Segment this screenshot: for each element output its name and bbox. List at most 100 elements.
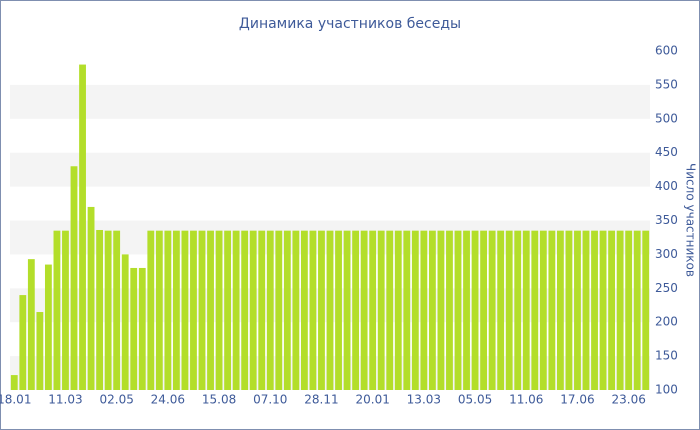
- bar: [471, 230, 479, 390]
- bar: [608, 230, 616, 390]
- bar: [616, 230, 624, 390]
- bar: [403, 230, 411, 390]
- bar: [10, 375, 18, 390]
- bar: [531, 230, 539, 390]
- bar: [207, 230, 214, 390]
- bar: [369, 230, 377, 390]
- bar: [522, 230, 530, 390]
- bar: [283, 230, 291, 390]
- bar: [497, 230, 505, 390]
- bar: [488, 230, 496, 390]
- bar: [352, 230, 360, 390]
- bar: [190, 230, 197, 390]
- x-tick-label: 24.06: [151, 393, 185, 407]
- bar: [258, 230, 266, 390]
- y-tick-label: 150: [655, 349, 678, 363]
- bar: [318, 230, 325, 390]
- bar: [62, 230, 69, 390]
- y-tick-label: 400: [655, 179, 678, 193]
- bar: [215, 230, 223, 390]
- bar: [292, 230, 300, 390]
- x-tick-label: 13.03: [407, 393, 441, 407]
- bar: [326, 230, 334, 390]
- x-tick-label: 20.01: [355, 393, 389, 407]
- bar: [386, 230, 394, 390]
- x-tick-label: 17.06: [560, 393, 594, 407]
- bar: [36, 312, 44, 390]
- bar: [121, 254, 129, 390]
- bar: [599, 230, 607, 390]
- y-tick-label: 300: [655, 247, 678, 261]
- bar: [44, 264, 52, 390]
- bar: [53, 230, 61, 390]
- bar: [266, 230, 274, 390]
- bar: [155, 230, 163, 390]
- bar: [394, 230, 402, 390]
- bar: [574, 230, 581, 390]
- y-tick-label: 550: [655, 77, 678, 91]
- bar: [446, 230, 453, 390]
- bar: [377, 230, 385, 390]
- y-tick-label: 250: [655, 281, 678, 295]
- bar: [454, 230, 462, 390]
- x-tick-label: 02.05: [99, 393, 133, 407]
- bar: [232, 230, 240, 390]
- x-tick-label: 18.01: [0, 393, 31, 407]
- bar: [309, 230, 317, 390]
- y-tick-label: 100: [655, 383, 678, 397]
- bar: [79, 64, 86, 390]
- bar: [556, 230, 564, 390]
- bar: [241, 230, 249, 390]
- bar: [505, 230, 513, 390]
- bar: [164, 230, 172, 390]
- y-tick-label: 350: [655, 213, 678, 227]
- y-tick-label: 500: [655, 111, 678, 125]
- grid-band: [10, 84, 650, 119]
- bar: [343, 230, 351, 390]
- x-tick-label: 23.06: [611, 393, 645, 407]
- bar: [96, 229, 104, 390]
- bar: [411, 230, 419, 390]
- bar: [275, 230, 283, 390]
- bar: [437, 230, 445, 390]
- bar: [335, 230, 342, 390]
- bar: [198, 230, 206, 390]
- bar: [172, 230, 180, 390]
- y-tick-label: 600: [655, 44, 678, 58]
- bar: [70, 166, 78, 390]
- x-tick-label: 05.05: [458, 393, 492, 407]
- x-tick-label: 07.10: [253, 393, 287, 407]
- bar: [138, 267, 146, 390]
- bar: [27, 259, 35, 390]
- bar: [19, 295, 27, 390]
- y-tick-label: 200: [655, 315, 678, 329]
- bar: [224, 230, 232, 390]
- bar: [582, 230, 590, 390]
- bar: [463, 230, 470, 390]
- bar: [565, 230, 573, 390]
- bar: [360, 230, 368, 390]
- bar: [591, 230, 598, 390]
- x-tick-label: 11.03: [48, 393, 82, 407]
- chart-title: Динамика участников беседы: [239, 16, 461, 32]
- bar: [642, 230, 650, 390]
- bar: [625, 230, 633, 390]
- bar: [428, 230, 436, 390]
- bar: [113, 230, 121, 390]
- bar: [300, 230, 308, 390]
- bar: [104, 230, 112, 390]
- x-tick-label: 28.11: [304, 393, 338, 407]
- x-tick-label: 15.08: [202, 393, 236, 407]
- bar: [514, 230, 522, 390]
- y-axis-label: Число участников: [684, 163, 698, 277]
- bar: [249, 230, 257, 390]
- bar: [480, 230, 488, 390]
- bar: [548, 230, 556, 390]
- bar: [633, 230, 641, 390]
- y-tick-label: 450: [655, 145, 678, 159]
- x-tick-label: 11.06: [509, 393, 543, 407]
- grid-band: [10, 152, 650, 187]
- bar: [87, 206, 95, 390]
- bar: [539, 230, 547, 390]
